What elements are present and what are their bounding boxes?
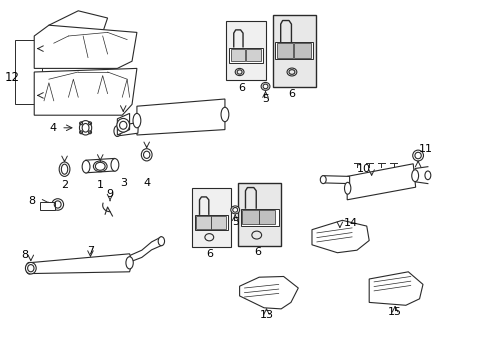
Bar xyxy=(229,48,262,63)
Text: 12: 12 xyxy=(5,71,20,84)
Polygon shape xyxy=(34,68,137,115)
Text: 8: 8 xyxy=(21,250,28,260)
Bar xyxy=(276,43,293,58)
Text: 11: 11 xyxy=(418,144,431,154)
Polygon shape xyxy=(85,158,115,173)
Text: 9: 9 xyxy=(106,189,113,199)
Bar xyxy=(15,40,41,104)
Ellipse shape xyxy=(126,257,133,269)
Bar xyxy=(242,210,258,224)
Ellipse shape xyxy=(412,150,423,161)
Bar xyxy=(196,216,210,229)
Text: 5: 5 xyxy=(231,217,238,227)
Ellipse shape xyxy=(82,161,90,173)
Polygon shape xyxy=(368,272,422,305)
Bar xyxy=(194,215,227,230)
Bar xyxy=(272,15,315,87)
Bar xyxy=(211,216,225,229)
Ellipse shape xyxy=(411,170,418,181)
Text: 5: 5 xyxy=(262,94,268,104)
Text: 3: 3 xyxy=(120,178,126,188)
Bar xyxy=(240,209,278,226)
Ellipse shape xyxy=(26,262,33,274)
Text: 6: 6 xyxy=(288,89,295,99)
Text: 6: 6 xyxy=(205,249,212,259)
Bar xyxy=(238,183,281,246)
Polygon shape xyxy=(28,254,132,274)
Polygon shape xyxy=(322,176,349,184)
Ellipse shape xyxy=(114,126,121,136)
Ellipse shape xyxy=(117,118,129,132)
Text: 10: 10 xyxy=(357,164,370,174)
Bar xyxy=(192,188,231,247)
Ellipse shape xyxy=(111,158,119,171)
Text: 2: 2 xyxy=(61,180,68,190)
Ellipse shape xyxy=(79,121,92,135)
Ellipse shape xyxy=(133,113,141,128)
Polygon shape xyxy=(311,220,368,253)
Bar xyxy=(245,49,260,61)
Ellipse shape xyxy=(52,199,63,210)
Bar xyxy=(293,43,310,58)
Polygon shape xyxy=(239,276,298,309)
Text: 13: 13 xyxy=(259,310,273,320)
Ellipse shape xyxy=(424,171,430,180)
Ellipse shape xyxy=(261,82,269,90)
Ellipse shape xyxy=(59,162,70,176)
Polygon shape xyxy=(34,25,137,68)
Text: 14: 14 xyxy=(344,218,357,228)
Text: 8: 8 xyxy=(28,196,35,206)
Bar xyxy=(230,49,245,61)
Text: 1: 1 xyxy=(97,180,103,190)
Bar xyxy=(275,42,313,59)
Bar xyxy=(226,21,265,80)
Polygon shape xyxy=(346,164,415,200)
Polygon shape xyxy=(137,99,224,135)
Polygon shape xyxy=(49,11,107,50)
Ellipse shape xyxy=(158,237,164,246)
Ellipse shape xyxy=(320,176,325,184)
Bar xyxy=(259,210,274,224)
Text: 7: 7 xyxy=(87,246,94,256)
Text: 6: 6 xyxy=(238,83,245,93)
Ellipse shape xyxy=(230,206,239,214)
Ellipse shape xyxy=(25,262,36,274)
Ellipse shape xyxy=(344,182,350,194)
Ellipse shape xyxy=(221,107,228,122)
Text: 15: 15 xyxy=(387,307,401,318)
Text: 4: 4 xyxy=(49,123,56,133)
Text: 4: 4 xyxy=(143,178,150,188)
Bar xyxy=(40,202,55,210)
Polygon shape xyxy=(116,122,138,136)
Ellipse shape xyxy=(141,149,152,161)
Text: 6: 6 xyxy=(254,247,261,257)
Polygon shape xyxy=(117,113,129,135)
